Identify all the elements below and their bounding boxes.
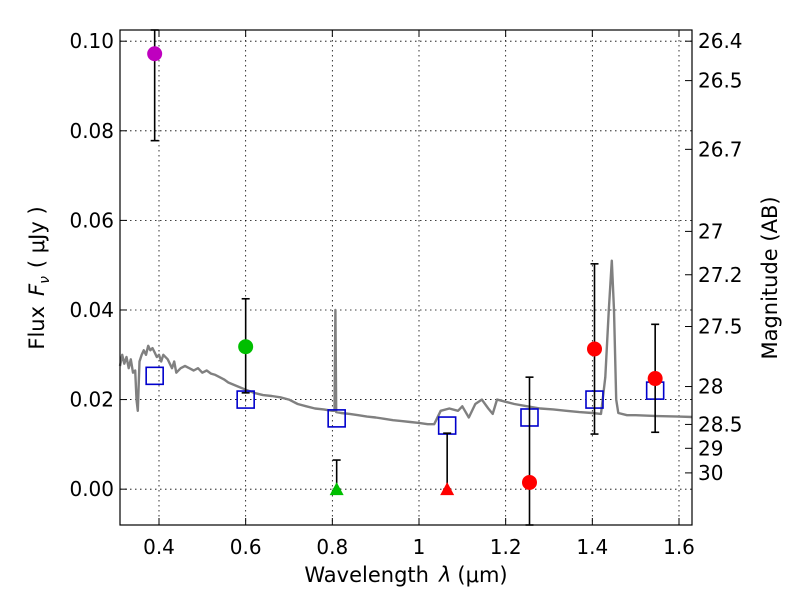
observed-flux-point: [587, 341, 602, 357]
y-tick-label: 0.02: [69, 388, 114, 412]
x-tick-label: 1: [413, 535, 426, 559]
observed-flux-point: [522, 474, 537, 490]
magnitude-tick-label: 29: [698, 436, 723, 460]
x-tick-label: 0.6: [230, 535, 262, 559]
model-band-square: [327, 409, 346, 428]
plot-frame: [119, 29, 693, 526]
model-sed-line: [118, 259, 693, 426]
magnitude-tick-label: 26.7: [698, 137, 743, 161]
upper-limit-triangle: [329, 482, 344, 496]
y-tick-label: 0.06: [69, 208, 114, 232]
observed-photometry: [147, 29, 663, 526]
magnitude-tick-label: 27: [698, 219, 723, 243]
grid: [120, 30, 692, 525]
magnitude-axis-label: Magnitude (AB): [758, 196, 782, 359]
magnitude-tick-label: 27.2: [698, 263, 743, 287]
y-tick-label: 0.10: [69, 29, 114, 53]
x-tick-label: 1.2: [490, 535, 522, 559]
x-tick-label: 1.6: [663, 535, 695, 559]
y-tick-label: 0.00: [69, 477, 114, 501]
observed-flux-point: [647, 371, 663, 387]
model-sed-path: [118, 259, 693, 426]
x-tick-label: 0.8: [316, 535, 348, 559]
magnitude-tick-label: 28: [698, 375, 723, 399]
magnitude-tick-label: 26.4: [698, 29, 743, 53]
magnitude-tick-label: 26.5: [698, 69, 743, 93]
magnitude-tick-label: 30: [698, 461, 723, 485]
y-tick-label: 0.04: [69, 298, 114, 322]
observed-flux-point: [147, 46, 163, 62]
upper-limit-triangle: [440, 482, 455, 496]
x-axis-label: Wavelength λ (μm): [304, 563, 507, 587]
x-tick-label: 0.4: [143, 535, 175, 559]
magnitude-tick-label: 27.5: [698, 315, 743, 339]
model-band-square: [145, 366, 164, 386]
observed-flux-point: [238, 339, 254, 355]
y-axis-ticks: 0.00 0.02 0.04 0.06 0.08 0.10: [69, 29, 127, 501]
magnitude-tick-label: 28.5: [698, 412, 743, 436]
x-axis-ticks: 0.4 0.6 0.8 1 1.2 1.4 1.6: [143, 30, 695, 559]
x-tick-label: 1.4: [576, 535, 608, 559]
plot-background: [120, 30, 692, 525]
y-axis-label: FluxFν( μJy ): [25, 206, 53, 349]
y-tick-label: 0.08: [69, 119, 114, 143]
